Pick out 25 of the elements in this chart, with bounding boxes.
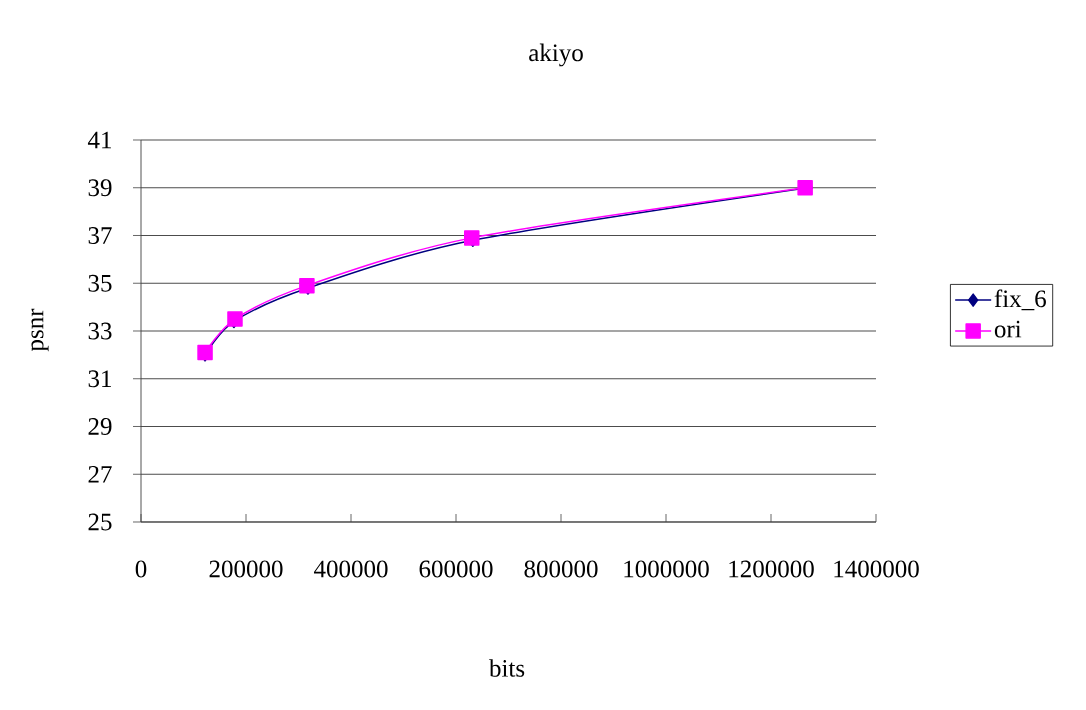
x-tick-label: 600000 — [419, 560, 493, 578]
y-axis-title: psnr — [31, 308, 49, 352]
legend-label: ori — [994, 320, 1022, 338]
x-tick-label: 1200000 — [729, 560, 814, 578]
point — [299, 277, 315, 294]
y-tick-label: 27 — [88, 465, 112, 483]
x-tick-label: 400000 — [313, 560, 388, 578]
y-tick-label: 31 — [88, 370, 111, 388]
y-tick-label: 39 — [88, 179, 112, 197]
y-tick-label: 33 — [88, 322, 112, 340]
x-tick-label: 200000 — [209, 560, 283, 578]
legend-label: fix_6 — [994, 289, 1046, 311]
x-axis-title: bits — [488, 659, 525, 677]
x-tick-label: 0 — [135, 560, 147, 578]
y-tick-label: 37 — [88, 227, 112, 244]
x-tick-label: 1400000 — [834, 560, 919, 578]
x-tick-label: 1000000 — [624, 560, 709, 578]
y-tick-label: 35 — [88, 274, 112, 292]
y-tick-label: 41 — [87, 131, 111, 149]
chart-title: akiyo — [529, 43, 583, 67]
point — [797, 180, 813, 196]
y-tick-label: 25 — [88, 513, 112, 531]
point — [197, 344, 213, 361]
x-tick-label: 800000 — [524, 560, 598, 578]
y-tick-label: 29 — [88, 418, 112, 435]
